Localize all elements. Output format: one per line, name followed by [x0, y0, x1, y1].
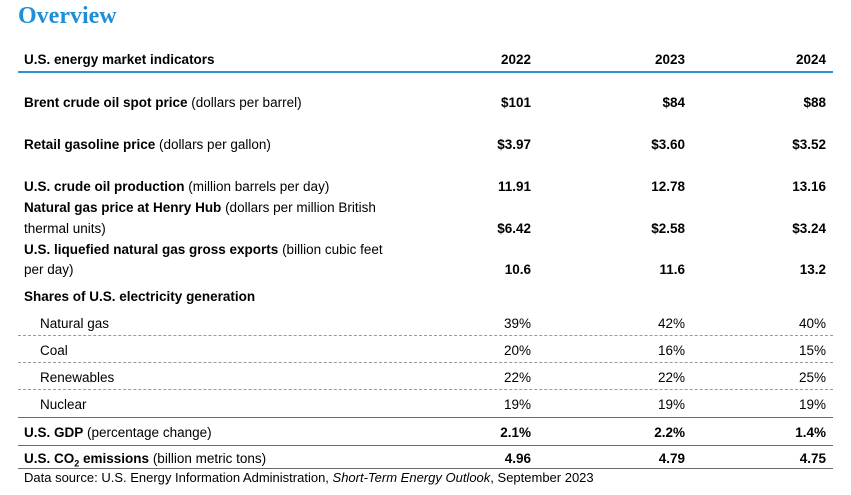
value-2023: 22%	[657, 370, 685, 385]
row-label: Brent crude oil spot price	[24, 95, 188, 110]
value-2022: 20%	[503, 343, 531, 358]
value-2024: 1.4%	[795, 425, 826, 440]
value-2024: 4.75	[799, 451, 826, 466]
share-label: Coal	[40, 343, 68, 358]
row-unit: (percentage change)	[83, 425, 212, 440]
value-2023: 4.79	[658, 451, 685, 466]
share-label: Renewables	[40, 370, 115, 385]
value-2024: 15%	[798, 343, 826, 358]
value-2023: 11.6	[659, 262, 685, 277]
value-2022: 39%	[503, 316, 531, 331]
row-unit-line2: per day)	[24, 262, 74, 277]
value-2024: 19%	[798, 397, 826, 412]
row-label: U.S. CO2 emissions	[24, 451, 150, 469]
share-label: Natural gas	[40, 316, 110, 331]
header-year-2022: 2022	[500, 52, 531, 67]
row-label: Natural gas price at Henry Hub	[24, 200, 222, 215]
value-2022: 19%	[503, 397, 531, 412]
value-2024: $3.24	[792, 221, 826, 236]
row-label: Retail gasoline price	[24, 137, 156, 152]
value-2023: 2.2%	[654, 425, 685, 440]
value-2022: $6.42	[497, 221, 531, 236]
value-2022: $101	[500, 95, 531, 110]
value-2023: 42%	[657, 316, 685, 331]
value-2023: $3.60	[651, 137, 685, 152]
row-unit: (dollars per barrel)	[187, 95, 302, 110]
shares-heading: Shares of U.S. electricity generation	[24, 289, 256, 304]
value-2024: $88	[803, 95, 826, 110]
data-source-note: Data source: U.S. Energy Information Adm…	[24, 470, 594, 485]
value-2024: 25%	[798, 370, 826, 385]
value-2022: $3.97	[497, 137, 531, 152]
value-2022: 10.6	[504, 262, 531, 277]
page-title: Overview	[18, 3, 117, 29]
header-divider	[18, 71, 833, 73]
value-2023: 12.78	[651, 179, 685, 194]
value-2023: $2.58	[651, 221, 685, 236]
row-unit: (dollars per million British	[221, 200, 376, 215]
table-bottom-rule	[18, 468, 833, 469]
row-divider	[18, 417, 833, 418]
header-year-2023: 2023	[654, 52, 685, 67]
value-2023: 19%	[657, 397, 685, 412]
row-unit: (billion metric tons)	[149, 451, 267, 466]
header-year-2024: 2024	[795, 52, 826, 67]
row-divider	[18, 389, 833, 390]
value-2024: 13.16	[792, 179, 826, 194]
row-divider	[18, 362, 833, 363]
row-unit: (million barrels per day)	[184, 179, 330, 194]
value-2023: 16%	[657, 343, 685, 358]
value-2022: 11.91	[497, 179, 531, 194]
row-unit: (dollars per gallon)	[155, 137, 271, 152]
value-2022: 4.96	[504, 451, 531, 466]
header-label: U.S. energy market indicators	[24, 52, 215, 67]
value-2023: $84	[662, 95, 685, 110]
value-2024: $3.52	[792, 137, 826, 152]
row-label: U.S. crude oil production	[24, 179, 185, 194]
row-unit-line2: thermal units)	[24, 221, 106, 236]
row-divider	[18, 335, 833, 336]
value-2022: 2.1%	[500, 425, 531, 440]
row-unit: (billion cubic feet	[278, 242, 383, 257]
row-divider	[18, 445, 833, 446]
share-label: Nuclear	[40, 397, 87, 412]
value-2024: 13.2	[799, 262, 826, 277]
value-2024: 40%	[798, 316, 826, 331]
value-2022: 22%	[503, 370, 531, 385]
row-label: U.S. liquefied natural gas gross exports	[24, 242, 279, 257]
row-label: U.S. GDP	[24, 425, 84, 440]
